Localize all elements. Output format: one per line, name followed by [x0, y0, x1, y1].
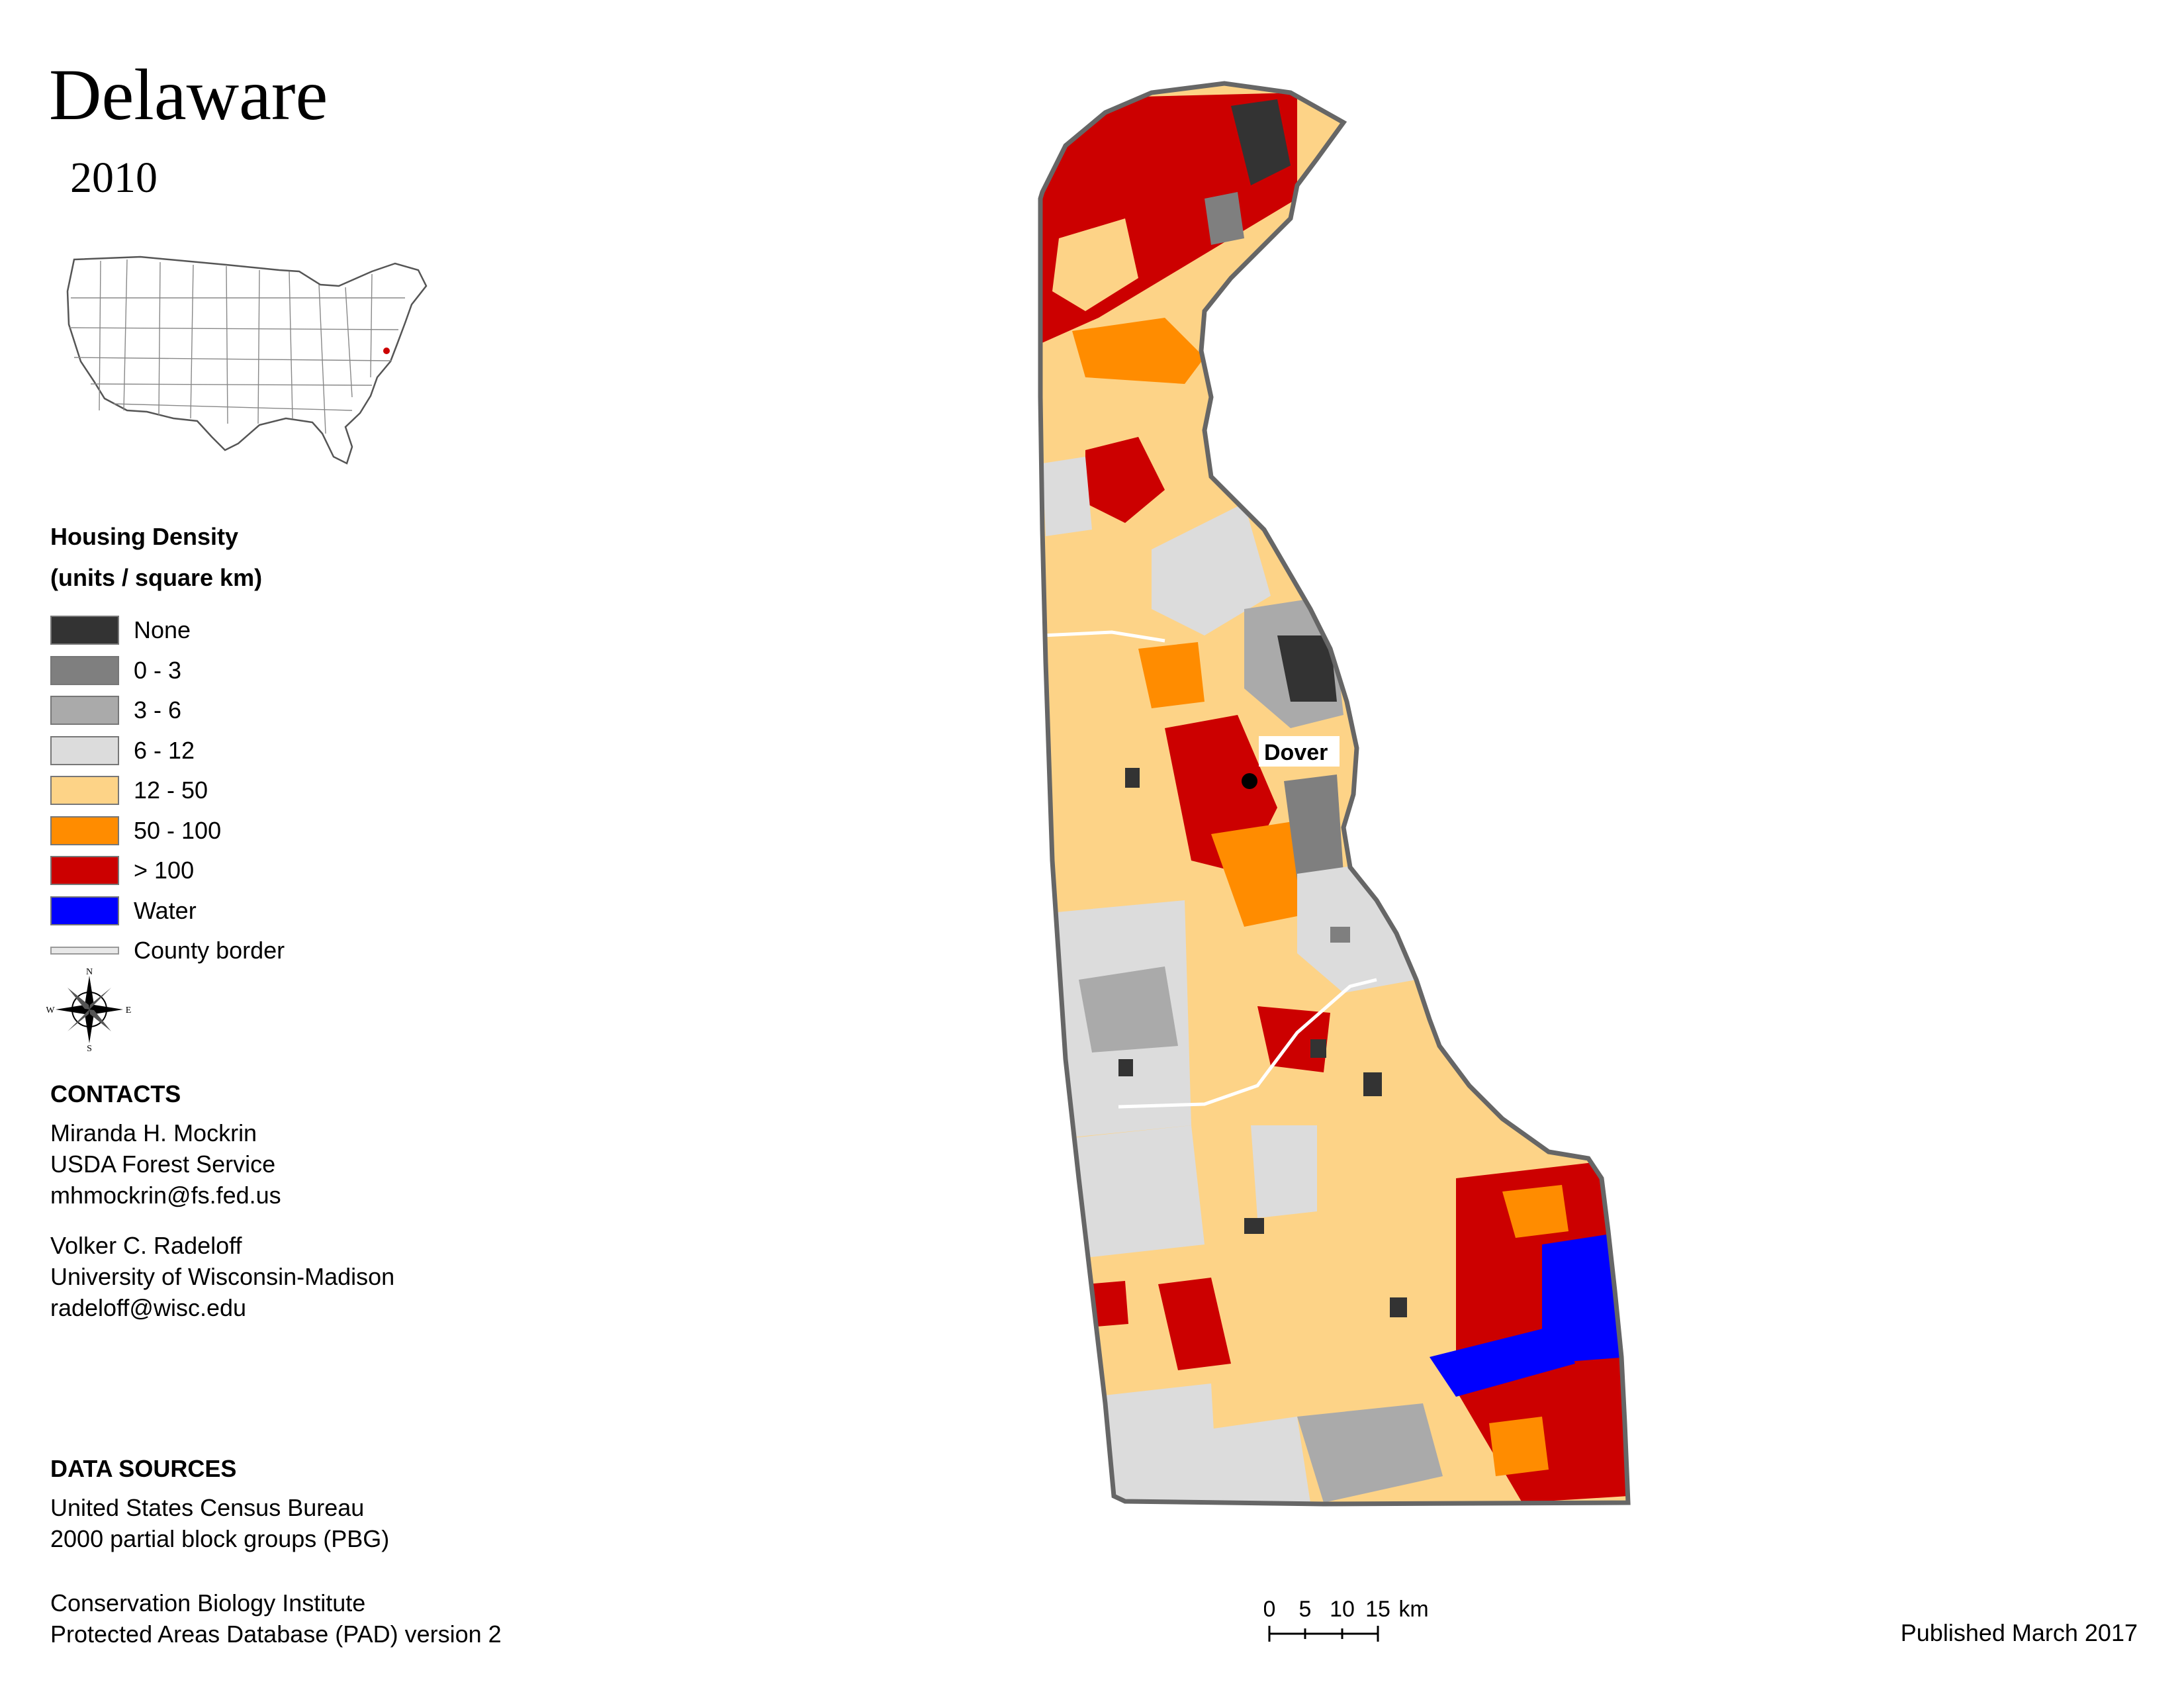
legend-swatch — [50, 776, 119, 806]
legend-row: None — [50, 610, 421, 651]
compass-n: N — [86, 967, 93, 977]
compass-e: E — [126, 1006, 132, 1015]
scale-tick-0: 0 — [1264, 1597, 1275, 1622]
legend-row: > 100 — [50, 851, 421, 891]
legend-row: 6 - 12 — [50, 731, 421, 771]
legend-row: 3 - 6 — [50, 690, 421, 731]
map-title: Delaware — [49, 54, 328, 135]
legend-row: 50 - 100 — [50, 811, 421, 851]
scale-unit: km — [1398, 1597, 1428, 1622]
data-source-1-line2: 2000 partial block groups (PBG) — [50, 1525, 390, 1552]
legend-items: None 0 - 3 3 - 6 6 - 12 12 - 50 50 - 100 > 100… — [50, 610, 421, 971]
compass-rose-icon: N S W E — [46, 967, 132, 1053]
legend-label: > 100 — [134, 857, 195, 884]
legend-label: 50 - 100 — [134, 816, 222, 844]
legend-swatch — [50, 735, 119, 765]
contact-2-org: University of Wisconsin-Madison — [50, 1263, 395, 1290]
contact-1-email[interactable]: mhmockrin@fs.fed.us — [50, 1182, 281, 1209]
dover-label: Dover — [1264, 740, 1328, 765]
legend-title: Housing Density — [50, 523, 239, 550]
map-year: 2010 — [70, 154, 158, 202]
compass-s: S — [87, 1044, 92, 1053]
legend-label: County border — [134, 937, 285, 964]
published-date: Published March 2017 — [1900, 1619, 2138, 1646]
contact-1-org: USDA Forest Service — [50, 1150, 276, 1178]
legend-label: 0 - 3 — [134, 656, 182, 684]
delaware-density-map: Dover — [1038, 81, 1631, 1507]
legend-label: 12 - 50 — [134, 776, 208, 804]
legend-label: None — [134, 616, 191, 644]
data-source-1-line1: United States Census Bureau — [50, 1494, 365, 1521]
legend-units: (units / square km) — [50, 564, 263, 591]
legend-label: 3 - 6 — [134, 696, 182, 724]
legend: Housing Density (units / square km) None… — [50, 516, 421, 971]
legend-swatch — [50, 655, 119, 685]
data-source-2: Conservation Biology Institute Protected… — [50, 1587, 502, 1650]
legend-swatch — [50, 696, 119, 726]
contact-2-email[interactable]: radeloff@wisc.edu — [50, 1294, 247, 1321]
legend-label: Water — [134, 896, 197, 924]
contact-person-1: Miranda H. Mockrin USDA Forest Service m… — [50, 1117, 281, 1211]
legend-label: 6 - 12 — [134, 736, 195, 764]
legend-row: 0 - 3 — [50, 651, 421, 691]
contact-person-2: Volker C. Radeloff University of Wiscons… — [50, 1230, 394, 1323]
legend-swatch — [50, 816, 119, 845]
data-source-1: United States Census Bureau 2000 partial… — [50, 1492, 389, 1554]
data-source-2-line1: Conservation Biology Institute — [50, 1589, 366, 1617]
data-sources-heading: DATA SOURCES — [50, 1455, 237, 1482]
legend-swatch — [50, 896, 119, 925]
legend-row: 12 - 50 — [50, 771, 421, 811]
scale-tick-10: 10 — [1330, 1597, 1355, 1622]
legend-swatch — [50, 947, 119, 955]
scale-bar: 0 5 10 15 km — [1264, 1597, 1429, 1642]
dover-marker — [1242, 773, 1257, 789]
contact-1-name: Miranda H. Mockrin — [50, 1119, 257, 1147]
data-source-2-line2: Protected Areas Database (PAD) version 2 — [50, 1620, 502, 1648]
contact-2-name: Volker C. Radeloff — [50, 1232, 242, 1259]
legend-swatch — [50, 856, 119, 886]
delaware-locator-dot — [383, 348, 390, 354]
us-locator-map — [66, 256, 428, 465]
scale-tick-15: 15 — [1365, 1597, 1390, 1622]
legend-row: Water — [50, 891, 421, 931]
legend-row: County border — [50, 931, 421, 971]
scale-tick-5: 5 — [1299, 1597, 1312, 1622]
legend-swatch — [50, 616, 119, 645]
contacts-heading: CONTACTS — [50, 1080, 181, 1107]
compass-w: W — [46, 1006, 55, 1015]
